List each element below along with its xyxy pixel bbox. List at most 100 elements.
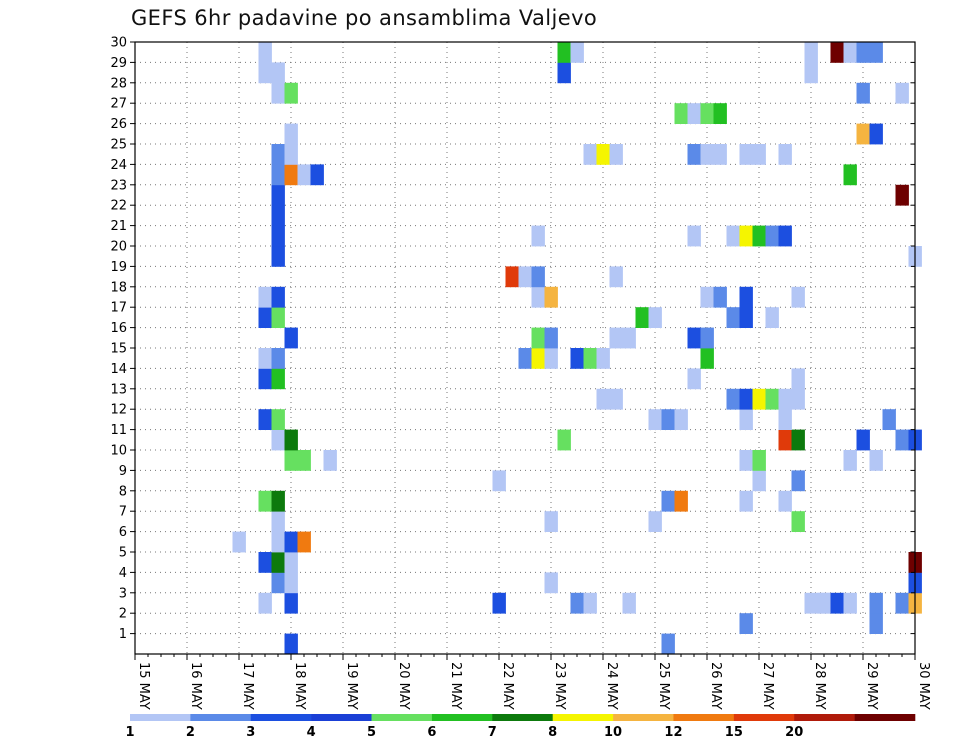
y-tick-label: 5 — [119, 546, 127, 561]
heatmap-cell — [531, 225, 545, 247]
heatmap-cell — [713, 286, 727, 308]
heatmap-cell — [258, 409, 272, 430]
heatmap-cell — [778, 225, 792, 247]
heatmap-cell — [284, 450, 298, 471]
heatmap-cell — [284, 144, 298, 165]
heatmap-cell — [544, 348, 558, 369]
y-tick-label: 20 — [110, 240, 127, 255]
heatmap-cell — [570, 348, 584, 369]
heatmap-cell — [739, 307, 753, 328]
heatmap-cell — [609, 388, 623, 410]
heatmap-cell — [583, 348, 597, 369]
heatmap-cell — [544, 327, 558, 349]
y-tick-label: 25 — [110, 138, 127, 153]
heatmap-cell — [752, 470, 766, 492]
y-tick-label: 19 — [110, 260, 127, 275]
colorbar-segment — [371, 714, 433, 721]
y-tick-label: 8 — [119, 484, 127, 499]
heatmap-cell — [284, 592, 298, 614]
heatmap-cell — [544, 286, 558, 308]
heatmap-cell — [583, 592, 597, 614]
heatmap-cell — [258, 307, 272, 328]
heatmap-cell — [570, 592, 584, 614]
heatmap-cell — [297, 450, 311, 471]
heatmap-cell — [284, 429, 298, 451]
y-tick-label: 3 — [119, 586, 127, 601]
heatmap-cell — [284, 82, 298, 104]
heatmap-cell — [518, 348, 532, 369]
x-tick-label: 21 MAY — [448, 662, 463, 710]
heatmap-cell — [791, 511, 805, 532]
heatmap-cell — [583, 144, 597, 165]
colorbar-segment — [431, 714, 493, 721]
heatmap-cell — [739, 388, 753, 410]
y-tick-label: 15 — [110, 342, 127, 357]
y-tick-label: 17 — [110, 301, 127, 316]
x-tick-label: 26 MAY — [708, 662, 723, 710]
colorbar-segment — [250, 714, 312, 721]
heatmap-cell — [661, 490, 675, 512]
heatmap-cell — [856, 429, 870, 451]
y-tick-label: 11 — [110, 423, 127, 438]
heatmap-cell — [661, 409, 675, 430]
heatmap-cell — [271, 144, 285, 165]
heatmap-cell — [791, 388, 805, 410]
heatmap-cell — [609, 327, 623, 349]
heatmap-cell — [570, 42, 584, 63]
y-tick-label: 21 — [110, 219, 127, 234]
heatmap-cell — [258, 490, 272, 512]
heatmap-cell — [895, 592, 909, 614]
heatmap-cell — [752, 225, 766, 247]
heatmap-cell — [869, 42, 883, 63]
heatmap-cell — [713, 144, 727, 165]
heatmap-cell — [726, 307, 740, 328]
x-tick-label: 18 MAY — [292, 662, 307, 710]
heatmap-cell — [739, 613, 753, 634]
heatmap-cell — [752, 450, 766, 471]
heatmap-cell — [297, 164, 311, 186]
heatmap-cell — [869, 613, 883, 634]
heatmap-cell — [258, 368, 272, 390]
heatmap-cell — [869, 450, 883, 471]
heatmap-cell — [531, 327, 545, 349]
heatmap-cell — [778, 429, 792, 451]
heatmap-cell — [258, 286, 272, 308]
y-tick-label: 28 — [110, 76, 127, 91]
y-tick-label: 24 — [110, 158, 127, 173]
heatmap-cell — [856, 123, 870, 145]
heatmap-cell — [687, 225, 701, 247]
heatmap-cell — [882, 409, 896, 430]
heatmap-cell — [869, 592, 883, 614]
heatmap-cell — [271, 246, 285, 267]
heatmap-cell — [856, 82, 870, 104]
heatmap-cell — [609, 266, 623, 288]
y-tick-label: 9 — [119, 464, 127, 479]
heatmap-cell — [765, 388, 779, 410]
y-tick-label: 12 — [110, 403, 127, 418]
heatmap-cell — [271, 490, 285, 512]
heatmap-cell — [596, 348, 610, 369]
heatmap-cell — [557, 62, 571, 84]
y-tick-label: 30 — [110, 36, 127, 51]
colorbar-segment — [613, 714, 674, 721]
heatmap-cell — [505, 266, 519, 288]
heatmap-cell — [544, 572, 558, 594]
y-tick-label: 22 — [110, 199, 127, 214]
colorbar-label: 6 — [427, 725, 436, 740]
heatmap-cell — [596, 144, 610, 165]
y-tick-label: 14 — [110, 362, 127, 377]
heatmap-cell — [739, 286, 753, 308]
colorbar-label: 3 — [246, 725, 255, 740]
y-tick-label: 23 — [110, 178, 127, 193]
heatmap-cell — [271, 307, 285, 328]
colorbar-segment — [552, 714, 614, 721]
heatmap-cell — [830, 592, 844, 614]
heatmap-cell — [271, 552, 285, 573]
heatmap-cell — [284, 552, 298, 573]
colorbar-segment — [794, 714, 855, 721]
heatmap-cell — [856, 42, 870, 63]
heatmap-cell — [271, 164, 285, 186]
heatmap-cell — [271, 225, 285, 247]
colorbar-segment — [733, 714, 795, 721]
colorbar-segment — [130, 714, 191, 721]
